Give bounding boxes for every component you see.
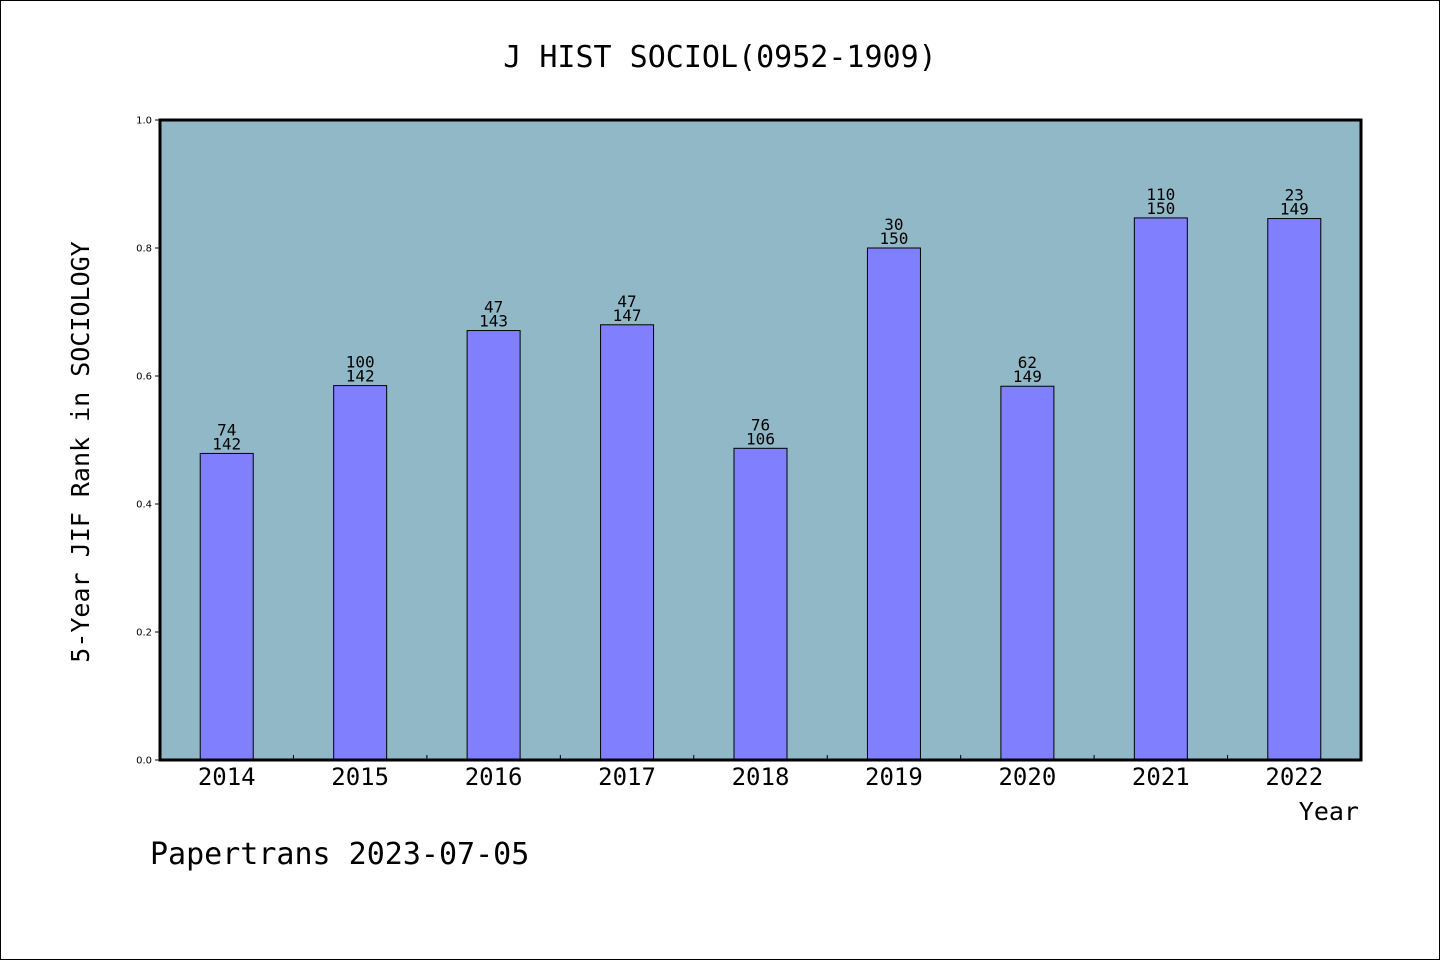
x-tick-label-2018: 2018 — [732, 763, 790, 791]
bar-label-bottom-2015: 142 — [346, 367, 375, 386]
x-tick-label-2020: 2020 — [998, 763, 1056, 791]
x-axis-label: Year — [1299, 797, 1359, 826]
chart-title: J HIST SOCIOL(0952-1909) — [503, 40, 936, 75]
bar-label-bottom-2022: 149 — [1280, 200, 1309, 219]
bar-label-top-2017: 47 — [617, 292, 636, 311]
bar-2018 — [733, 447, 788, 761]
x-tick-label-2016: 2016 — [465, 763, 523, 791]
bar-label-bottom-2018: 106 — [746, 429, 775, 448]
footer-text: Papertrans 2023-07-05 — [150, 837, 529, 872]
bar-label-top-2015: 100 — [346, 353, 375, 372]
bar-2015 — [333, 385, 388, 761]
y-axis: 0.0 0.2 0.4 0.6 0.8 1.0 — [136, 116, 160, 767]
bar-2014 — [199, 452, 254, 761]
y-axis-label: 5-Year JIF Rank in SOCIOLOGY — [66, 241, 95, 662]
bar-label-top-2022: 23 — [1285, 186, 1304, 205]
y-tick-label: 0.6 — [136, 372, 152, 383]
bar-label-top-2021: 110 — [1146, 185, 1175, 204]
x-tick-label-2022: 2022 — [1265, 763, 1323, 791]
bars-group: 7414210014247143471477610630150621491101… — [199, 185, 1322, 761]
bar-label-bottom-2019: 150 — [879, 229, 908, 248]
x-tick-label-2021: 2021 — [1132, 763, 1190, 791]
bar-2022 — [1267, 218, 1322, 761]
bar-2021 — [1133, 217, 1188, 761]
bar-2019 — [866, 247, 921, 761]
y-tick-label: 0.4 — [136, 500, 152, 511]
bar-label-bottom-2014: 142 — [212, 434, 241, 453]
bar-label-bottom-2021: 150 — [1146, 199, 1175, 218]
bar-label-top-2020: 62 — [1018, 353, 1037, 372]
bar-label-bottom-2020: 149 — [1013, 367, 1042, 386]
bar-label-top-2019: 30 — [884, 215, 903, 234]
bar-label-top-2016: 47 — [484, 298, 503, 317]
bar-2020 — [1000, 385, 1055, 761]
x-tick-label-2017: 2017 — [598, 763, 656, 791]
y-tick-label: 1.0 — [136, 116, 152, 127]
y-tick-label: 0.2 — [136, 628, 152, 639]
bar-label-top-2018: 76 — [751, 415, 770, 434]
bar-2017 — [600, 324, 655, 761]
y-tick-label: 0.8 — [136, 244, 152, 255]
x-tick-label-2019: 2019 — [865, 763, 923, 791]
bar-2016 — [466, 330, 521, 761]
x-tick-label-2014: 2014 — [198, 763, 256, 791]
bar-label-bottom-2017: 147 — [613, 306, 642, 325]
x-tick-label-2015: 2015 — [331, 763, 389, 791]
y-tick-label: 0.0 — [136, 756, 152, 767]
bar-label-bottom-2016: 143 — [479, 312, 508, 331]
x-axis: 2014 2015 2016 2017 2018 2019 2020 2021 2022 — [198, 755, 1323, 791]
plot-border — [158, 118, 1363, 762]
bar-label-top-2014: 74 — [217, 420, 236, 439]
